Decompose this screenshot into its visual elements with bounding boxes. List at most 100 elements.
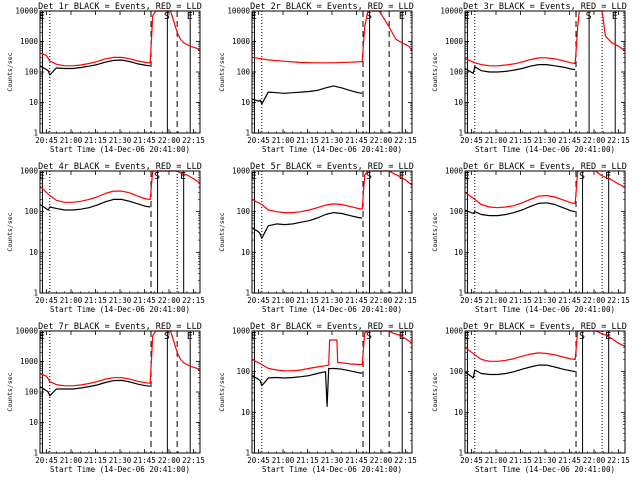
series-events [39, 198, 151, 211]
y-axis-label: Counts/sec [431, 372, 439, 411]
marker-label: S [366, 171, 372, 182]
x-tick-label: 21:45 [345, 136, 368, 145]
x-tick-label: 21:00 [60, 456, 83, 465]
x-tick-label: 22:00 [583, 136, 606, 145]
y-tick-label: 100 [24, 68, 38, 77]
series-events [251, 212, 363, 239]
series-events [464, 202, 576, 217]
y-tick-label: 10000 [15, 327, 38, 336]
series-lld [464, 330, 626, 362]
y-tick-label: 1 [245, 289, 250, 298]
y-tick-label: 10 [241, 98, 251, 107]
plot-frame [251, 10, 413, 134]
y-tick-label: 10 [454, 408, 464, 417]
y-tick-label: 1000 [445, 37, 464, 46]
series-events [39, 59, 151, 76]
x-axis-label: Start Time (14-Dec-06 20:41:00) [262, 465, 402, 474]
panel-title: Det 3r BLACK = Events, RED = LLD [463, 2, 627, 12]
panel-det-9: Det 9r BLACK = Events, RED = LLD Counts/s… [431, 322, 630, 474]
x-tick-label: 21:15 [296, 456, 319, 465]
panel-title: Det 6r BLACK = Events, RED = LLD [463, 162, 627, 172]
y-tick-label: 100 [24, 207, 38, 216]
x-tick-label: 21:00 [60, 296, 83, 305]
y-tick-label: 100 [24, 388, 38, 397]
x-tick-label: 21:30 [321, 136, 344, 145]
y-tick-label: 1000 [232, 167, 251, 176]
x-tick-label: 22:15 [182, 456, 205, 465]
series-lld [251, 10, 413, 64]
marker-label: S [579, 171, 585, 182]
x-tick-label: 20:45 [247, 296, 270, 305]
plot-frame [39, 330, 201, 454]
series-lld [464, 170, 626, 209]
marker-label: S [154, 171, 160, 182]
x-tick-label: 21:15 [84, 136, 107, 145]
marker-label: S [366, 11, 372, 22]
marker-label: E [187, 11, 193, 22]
plot-frame [39, 10, 201, 134]
y-tick-label: 10 [241, 248, 251, 257]
plot-frame [464, 330, 626, 454]
x-tick-label: 21:45 [558, 136, 581, 145]
marker-label: S [579, 331, 585, 342]
series-events [464, 63, 576, 75]
x-axis-label: Start Time (14-Dec-06 20:41:00) [50, 465, 190, 474]
x-axis-label: Start Time (14-Dec-06 20:41:00) [475, 145, 615, 154]
y-tick-label: 1000 [445, 327, 464, 336]
marker-label: E [605, 171, 611, 182]
x-tick-label: 21:45 [558, 296, 581, 305]
x-tick-label: 21:15 [509, 456, 532, 465]
y-tick-label: 1 [33, 129, 38, 138]
x-tick-label: 21:15 [509, 136, 532, 145]
series-events [251, 367, 363, 407]
y-tick-label: 100 [236, 367, 250, 376]
x-tick-label: 21:30 [109, 296, 132, 305]
x-tick-label: 21:15 [84, 456, 107, 465]
y-tick-label: 10 [29, 98, 39, 107]
x-tick-label: 20:45 [247, 136, 270, 145]
x-tick-label: 22:15 [607, 456, 630, 465]
marker-label: S [586, 11, 592, 22]
x-tick-label: 21:15 [509, 296, 532, 305]
x-tick-label: 20:45 [35, 456, 58, 465]
x-tick-label: 22:15 [182, 136, 205, 145]
x-tick-label: 20:45 [460, 456, 483, 465]
y-tick-label: 100 [236, 207, 250, 216]
x-tick-label: 21:00 [272, 456, 295, 465]
x-axis-label: Start Time (14-Dec-06 20:41:00) [475, 465, 615, 474]
y-tick-label: 1 [245, 449, 250, 458]
marker-label: S [164, 11, 170, 22]
y-tick-label: 1 [458, 449, 463, 458]
y-tick-label: 100 [449, 367, 463, 376]
x-tick-label: 20:45 [35, 296, 58, 305]
x-tick-label: 21:15 [84, 296, 107, 305]
series-events [464, 364, 576, 379]
marker-label: E [464, 331, 470, 342]
x-tick-label: 22:15 [394, 296, 417, 305]
panel-title: Det 1r BLACK = Events, RED = LLD [38, 2, 202, 12]
marker-label: E [39, 171, 45, 182]
y-tick-label: 1 [33, 449, 38, 458]
y-axis-label: Counts/sec [6, 372, 14, 411]
panel-title: Det 8r BLACK = Events, RED = LLD [250, 322, 414, 332]
marker-label: E [180, 171, 186, 182]
x-tick-label: 21:30 [534, 456, 557, 465]
y-tick-label: 10 [454, 98, 464, 107]
x-axis-label: Start Time (14-Dec-06 20:41:00) [475, 305, 615, 314]
y-tick-label: 1 [33, 289, 38, 298]
x-tick-label: 22:15 [607, 296, 630, 305]
y-tick-label: 100 [449, 68, 463, 77]
y-axis-label: Counts/sec [218, 52, 226, 91]
y-axis-label: Counts/sec [431, 52, 439, 91]
y-axis-label: Counts/sec [218, 212, 226, 251]
x-tick-label: 22:15 [394, 136, 417, 145]
series-lld [251, 330, 413, 372]
marker-label: E [464, 11, 470, 22]
y-tick-label: 1000 [232, 37, 251, 46]
x-tick-label: 21:30 [109, 136, 132, 145]
x-tick-label: 21:45 [345, 456, 368, 465]
y-tick-label: 10 [29, 248, 39, 257]
series-lld [251, 170, 413, 214]
x-tick-label: 21:00 [485, 296, 508, 305]
